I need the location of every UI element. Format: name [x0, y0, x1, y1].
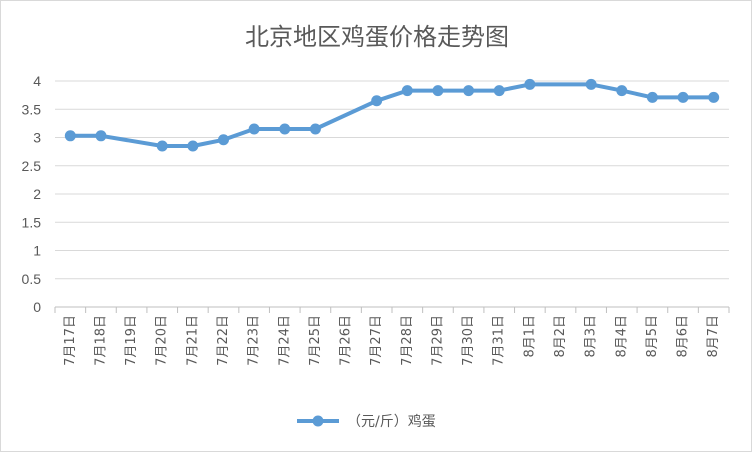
x-tick-label: 7月24日 [277, 315, 292, 366]
gridlines [55, 80, 729, 280]
x-tick-label: 8月4日 [614, 315, 629, 358]
x-tick-label: 7月17日 [63, 315, 78, 366]
x-tick-label: 8月3日 [584, 315, 599, 358]
x-tick-label: 8月7日 [706, 315, 721, 358]
x-tick-label: 7月22日 [216, 315, 231, 366]
y-tick-label: 4 [33, 73, 41, 89]
x-tick-label: 7月18日 [93, 315, 108, 366]
data-point [401, 85, 413, 97]
legend-marker [312, 415, 324, 427]
x-tick-label: 8月6日 [676, 315, 691, 358]
x-tick-label: 7月26日 [339, 315, 354, 366]
y-tick-label: 2.5 [22, 158, 42, 174]
y-tick-label: 0.5 [22, 271, 42, 287]
data-point [463, 85, 475, 97]
data-point [524, 78, 536, 90]
x-tick-label: 8月1日 [522, 315, 537, 358]
data-point [585, 78, 597, 90]
data-point [95, 130, 107, 142]
data-point [371, 95, 383, 107]
x-tick-label: 7月23日 [247, 315, 262, 366]
data-point [64, 130, 76, 142]
data-point [248, 123, 260, 135]
x-tick-label: 7月28日 [400, 315, 415, 366]
y-tick-label: 0 [33, 299, 41, 315]
x-tick-label: 7月31日 [492, 315, 507, 366]
y-axis-ticks: 0 0.5 1 1.5 2 2.5 3 3.5 4 [22, 73, 42, 315]
x-axis [54, 306, 730, 313]
data-point [187, 140, 199, 152]
x-tick-label: 8月2日 [553, 315, 568, 358]
data-point [279, 123, 291, 135]
chart-title: 北京地区鸡蛋价格走势图 [245, 23, 509, 51]
y-tick-label: 3 [33, 130, 41, 146]
x-tick-label: 7月19日 [124, 315, 139, 366]
x-axis-ticks: 7月17日 7月18日 7月19日 7月20日 7月21日 7月22日 7月23日 7月24日… [63, 315, 721, 366]
data-point [493, 85, 505, 97]
data-point [218, 134, 229, 146]
y-tick-label: 1 [33, 243, 41, 259]
data-point [432, 85, 444, 97]
x-tick-label: 7月30日 [461, 315, 476, 366]
data-point [616, 85, 628, 97]
legend: （元/斤）鸡蛋 [297, 413, 436, 430]
data-point [708, 91, 720, 103]
x-tick-label: 7月27日 [369, 315, 384, 366]
data-point [677, 91, 689, 103]
x-tick-label: 7月21日 [185, 315, 200, 366]
data-point [309, 123, 321, 135]
y-tick-label: 2 [33, 186, 41, 202]
data-point [156, 140, 168, 152]
y-tick-label: 3.5 [22, 101, 42, 117]
x-tick-label: 7月20日 [155, 315, 170, 366]
legend-label: （元/斤）鸡蛋 [347, 413, 436, 430]
data-point [646, 91, 658, 103]
series-group [64, 78, 720, 152]
x-tick-label: 7月25日 [308, 315, 323, 366]
x-tick-label: 7月29日 [430, 315, 445, 366]
x-tick-label: 8月5日 [645, 315, 660, 358]
y-tick-label: 1.5 [22, 214, 42, 230]
